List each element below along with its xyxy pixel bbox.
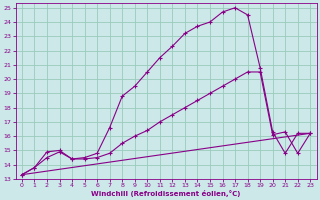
X-axis label: Windchill (Refroidissement éolien,°C): Windchill (Refroidissement éolien,°C) [92, 190, 241, 197]
